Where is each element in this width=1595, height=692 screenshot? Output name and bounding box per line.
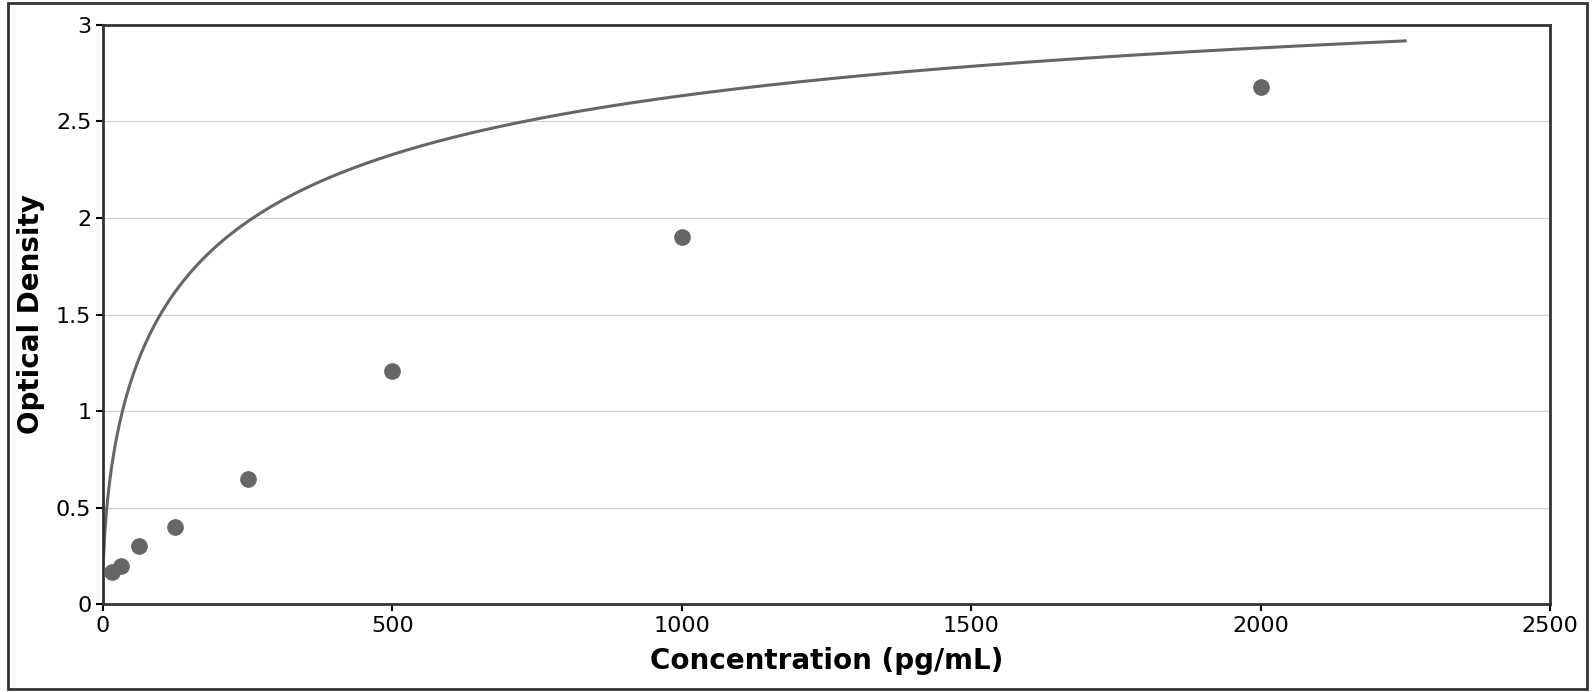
Y-axis label: Optical Density: Optical Density <box>16 194 45 435</box>
Point <box>1247 81 1273 92</box>
Point <box>99 566 124 577</box>
Point <box>234 473 260 484</box>
Point <box>108 561 134 572</box>
Point <box>163 522 188 533</box>
X-axis label: Concentration (pg/mL): Concentration (pg/mL) <box>649 647 1003 675</box>
Point <box>380 365 405 376</box>
Point <box>126 541 152 552</box>
Point <box>668 232 694 243</box>
